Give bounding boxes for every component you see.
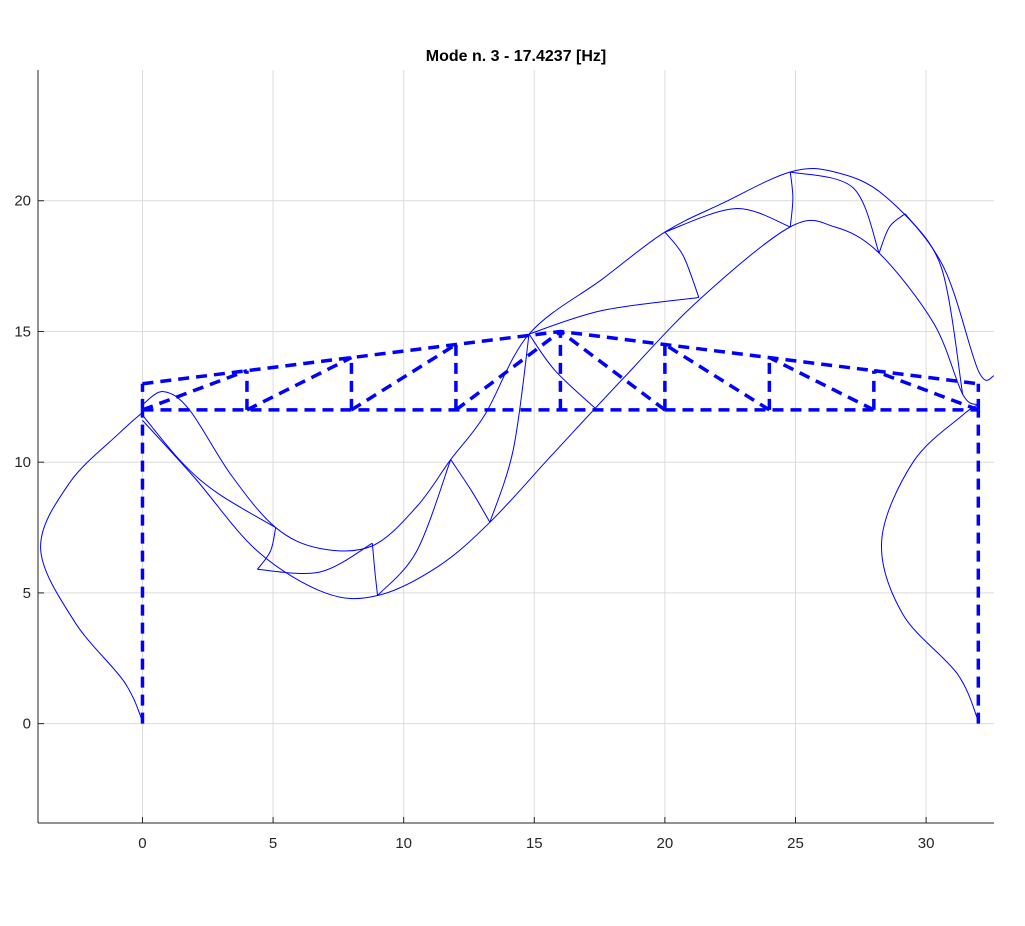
undeformed-member [559, 330, 666, 412]
deformed-member [142, 168, 995, 552]
x-tick-label: 25 [787, 835, 804, 852]
x-tick-label: 10 [395, 835, 412, 852]
tick-labels: 0 5 10 15 20 25 30 0 5 10 15 20 [14, 193, 934, 852]
deformed-member [371, 543, 379, 596]
deformed-member [528, 333, 598, 411]
undeformed-member [663, 343, 771, 412]
undeformed-member [350, 343, 457, 412]
deformed-member [881, 404, 979, 722]
deformed-member [142, 219, 979, 600]
x-tick-label: 0 [138, 835, 146, 852]
x-tick-label: 15 [526, 835, 543, 852]
deformed-member [904, 213, 964, 395]
deformed-member [40, 412, 143, 722]
deformed-member [790, 171, 880, 254]
axes [37, 70, 994, 824]
undeformed-member [768, 356, 875, 412]
deformed-member [450, 459, 491, 523]
deformed-member [528, 296, 699, 335]
deformed-member [789, 171, 794, 227]
deformed-member [142, 414, 276, 528]
undeformed-member [873, 369, 979, 412]
deformed-mode-shape [40, 168, 995, 722]
undeformed-member [246, 356, 353, 412]
y-tick-label: 5 [23, 585, 31, 602]
y-tick-label: 15 [14, 323, 31, 340]
deformed-member [489, 334, 530, 523]
deformed-member [257, 542, 373, 574]
undeformed-structure [140, 329, 981, 724]
y-tick-label: 10 [14, 454, 31, 471]
deformed-member [377, 459, 452, 596]
x-tick-label: 30 [918, 835, 935, 852]
grid-lines [38, 70, 994, 823]
deformed-member [664, 208, 791, 233]
deformed-member [878, 213, 906, 254]
chart-title: Mode n. 3 - 17.4237 [Hz] [426, 48, 607, 65]
undeformed-member [454, 330, 562, 412]
y-tick-label: 20 [14, 193, 31, 210]
x-tick-label: 5 [269, 835, 277, 852]
deformed-member [257, 527, 277, 570]
deformed-member [664, 231, 700, 298]
y-tick-label: 0 [23, 716, 31, 733]
undeformed-member [141, 369, 248, 412]
x-tick-label: 20 [657, 835, 674, 852]
